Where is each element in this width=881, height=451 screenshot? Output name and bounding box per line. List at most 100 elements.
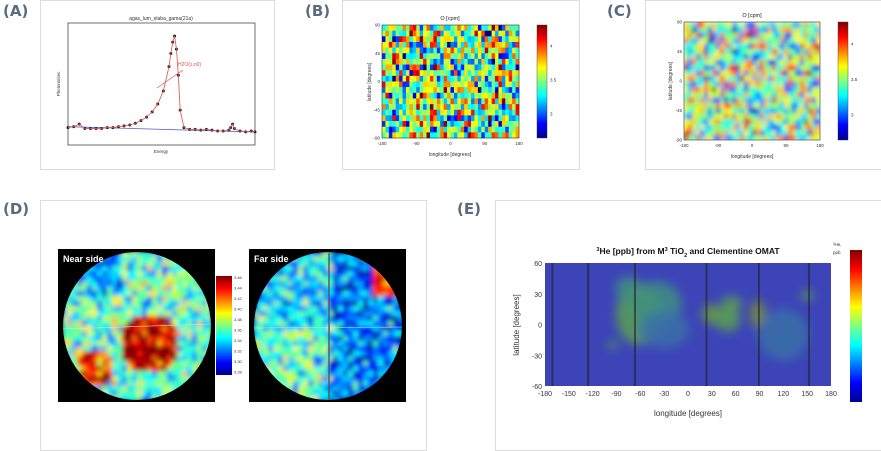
heatmap-cell: [724, 54, 729, 61]
map-cell: [303, 266, 309, 272]
heatmap-cell: [515, 81, 520, 88]
heatmap-cell: [748, 119, 753, 125]
map-cell: [177, 371, 183, 377]
map-cell: [368, 346, 374, 352]
map-cell: [318, 326, 324, 332]
heatmap-cell: [515, 126, 520, 133]
heatmap-cell: [488, 81, 492, 88]
heatmap-cell: [812, 113, 817, 120]
map-cell: [313, 351, 319, 357]
heatmap-cell: [752, 92, 757, 98]
map-cell: [112, 391, 118, 397]
heatmap-cell: [780, 124, 785, 131]
map-cell: [117, 386, 123, 392]
map-cell: [288, 376, 294, 382]
heatmap-cell: [740, 65, 745, 71]
heatmap-cell: [460, 25, 465, 31]
map-cell: [142, 286, 148, 292]
heatmap-cell: [392, 75, 396, 82]
map-cell: [102, 291, 108, 297]
heatmap-cell: [488, 64, 492, 71]
map-cell: [358, 341, 364, 347]
heatmap-cell: [495, 75, 499, 82]
heatmap-cell: [382, 58, 386, 65]
map-cell: [328, 396, 334, 400]
heatmap-cell: [450, 121, 455, 127]
map-cell: [273, 326, 279, 332]
map-cell: [263, 311, 269, 317]
heatmap-cell: [772, 54, 777, 61]
map-cell: [293, 306, 299, 312]
heatmap-cell: [512, 64, 516, 71]
heatmap-cell: [481, 132, 486, 139]
heatmap-cell: [808, 32, 813, 39]
map-cell: [328, 321, 334, 327]
heatmap-cell: [752, 135, 757, 140]
heatmap-cell: [752, 103, 757, 109]
map-cell: [87, 311, 93, 317]
map-cell: [127, 386, 133, 392]
far-side-label: Far side: [254, 254, 289, 264]
map-cell: [368, 356, 374, 362]
heatmap-cell: [788, 92, 793, 98]
heatmap-cell: [498, 98, 503, 105]
map-cell: [142, 276, 148, 282]
heatmap-cell: [816, 38, 820, 44]
heatmap-cell: [443, 104, 448, 111]
heatmap-cell: [724, 97, 729, 104]
panel-c-title: O [cpm]: [742, 13, 762, 19]
map-cell: [363, 296, 369, 302]
map-cell: [283, 291, 289, 297]
map-cell: [383, 346, 389, 352]
heatmap-cell: [724, 27, 729, 34]
heatmap-cell: [804, 81, 809, 88]
map-cell: [72, 286, 78, 292]
map-cell: [353, 356, 359, 362]
map-cell: [167, 381, 173, 387]
heatmap-cell: [780, 22, 785, 28]
heatmap-cell: [392, 30, 396, 37]
map-cell: [258, 321, 264, 327]
map-cell: [142, 336, 148, 342]
heatmap-cell: [816, 81, 820, 88]
heatmap-cell: [724, 65, 729, 71]
map-cell: [373, 356, 379, 362]
heatmap-cell: [382, 41, 386, 48]
heatmap-cell: [708, 135, 713, 140]
heatmap-cell: [453, 75, 458, 82]
panel-b-xlabel: longitude [degrees]: [429, 152, 472, 158]
heatmap-cell: [382, 30, 386, 37]
map-cell: [298, 306, 304, 312]
panel-b-plot-border: [381, 24, 520, 139]
map-cell: [77, 316, 83, 322]
heatmap-cell: [816, 32, 820, 39]
heatmap-cell: [740, 92, 745, 98]
map-cell: [63, 331, 68, 337]
heatmap-cell: [467, 132, 472, 139]
heatmap-cell: [684, 130, 689, 136]
heatmap-cell: [788, 38, 793, 44]
map-cell: [92, 356, 98, 362]
map-cell: [182, 276, 188, 282]
map-cell: [97, 346, 103, 352]
map-cell: [263, 306, 269, 312]
heatmap-cell: [464, 104, 468, 111]
heatmap-cell: [474, 53, 479, 60]
heatmap-cell: [792, 103, 797, 109]
heatmap-cell: [792, 32, 797, 39]
map-cell: [378, 291, 384, 297]
map-cell: [323, 286, 329, 292]
heatmap-cell: [464, 115, 468, 122]
heatmap-cell: [764, 103, 769, 109]
heatmap-cell: [764, 65, 769, 71]
heatmap-cell: [467, 64, 472, 71]
map-cell: [293, 271, 299, 277]
heatmap-cell: [488, 47, 492, 54]
map-cell: [293, 261, 299, 267]
map-cell: [278, 316, 284, 322]
map-cell: [167, 326, 173, 332]
heatmap-cell: [385, 104, 390, 111]
map-cell: [112, 331, 118, 337]
heatmap-cell: [784, 92, 789, 98]
heatmap-cell: [382, 53, 386, 60]
